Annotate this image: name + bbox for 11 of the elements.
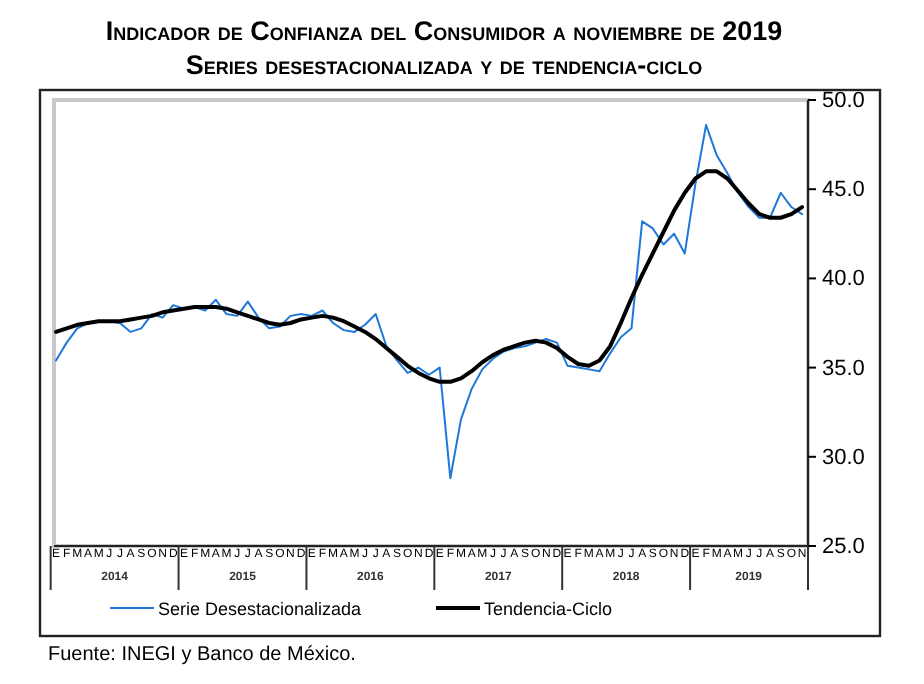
y-tick-label: 35.0 <box>822 356 865 381</box>
y-tick-label: 40.0 <box>822 267 865 292</box>
y-tick-label: 25.0 <box>822 535 865 560</box>
chart-subtitle: Series desestacionalizada y de tendencia-ciclo <box>185 50 703 80</box>
legend-label: Tendencia-Ciclo <box>484 599 613 619</box>
y-tick-label: 45.0 <box>822 178 865 203</box>
legend-label: Serie Desestacionalizada <box>158 599 362 619</box>
chart-title: Indicador de Confianza del Consumidor a noviembre de 2019 <box>105 16 783 46</box>
y-tick-label: 50.0 <box>822 89 865 114</box>
source-note: Fuente: INEGI y Banco de México. <box>48 644 356 666</box>
y-tick-label: 30.0 <box>822 445 865 470</box>
